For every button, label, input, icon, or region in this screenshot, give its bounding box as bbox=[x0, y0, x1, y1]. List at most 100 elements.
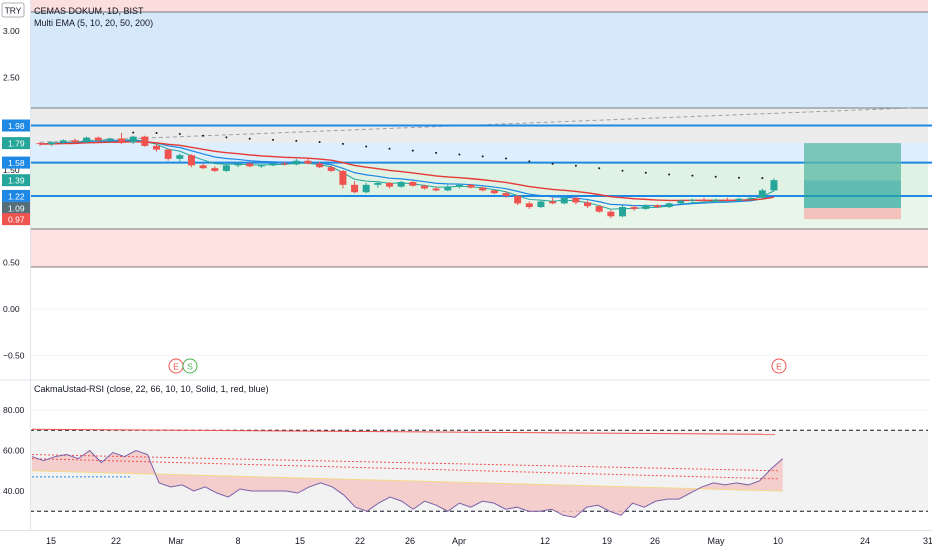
time-axis[interactable]: 15 22 Mar 8 15 22 26 Apr 12 19 26 May 10 24 31 bbox=[46, 536, 932, 546]
candle-body[interactable] bbox=[455, 184, 463, 187]
ema-50-dot bbox=[574, 164, 577, 167]
candle-body[interactable] bbox=[584, 202, 592, 207]
candle-body[interactable] bbox=[118, 138, 126, 143]
ema-legend[interactable]: Multi EMA (5, 10, 20, 50, 200) bbox=[34, 18, 153, 28]
candle-body[interactable] bbox=[432, 188, 440, 191]
candle-body[interactable] bbox=[129, 136, 137, 143]
candle-body[interactable] bbox=[688, 199, 696, 201]
candle-body[interactable] bbox=[397, 182, 405, 187]
candle-body[interactable] bbox=[549, 201, 557, 204]
candle-body[interactable] bbox=[537, 201, 545, 208]
candle-body[interactable] bbox=[525, 203, 533, 208]
price-badge-label: 1.79 bbox=[8, 139, 25, 149]
price-badge-label: 0.97 bbox=[8, 215, 25, 225]
candle-body[interactable] bbox=[374, 182, 382, 185]
candle-body[interactable] bbox=[723, 199, 731, 201]
candle-body[interactable] bbox=[619, 207, 626, 217]
event-marker-icon[interactable] bbox=[771, 358, 787, 374]
candle-body[interactable] bbox=[362, 184, 370, 193]
candle-body[interactable] bbox=[665, 203, 673, 208]
rsi-tick-label: 60.00 bbox=[3, 446, 25, 456]
candle-body[interactable] bbox=[420, 185, 428, 189]
candle-body[interactable] bbox=[48, 142, 56, 145]
price-tick-label: 0.50 bbox=[3, 258, 20, 268]
rsi-axis[interactable]: 80.00 60.00 40.00 bbox=[3, 405, 25, 496]
candle-body[interactable] bbox=[83, 137, 91, 143]
candle-body[interactable] bbox=[316, 163, 324, 168]
horizontal-levels bbox=[30, 124, 932, 197]
candle-body[interactable] bbox=[304, 160, 312, 164]
time-tick-label: 26 bbox=[650, 536, 660, 546]
candle-body[interactable] bbox=[607, 211, 615, 217]
candle-body[interactable] bbox=[257, 165, 265, 167]
candle-body[interactable] bbox=[234, 163, 242, 166]
candle-body[interactable] bbox=[595, 206, 603, 212]
rsi-line[interactable] bbox=[31, 449, 784, 518]
candle-body[interactable] bbox=[211, 168, 219, 171]
candle-body[interactable] bbox=[560, 197, 568, 204]
candle-body[interactable] bbox=[269, 163, 277, 166]
candle-body[interactable] bbox=[106, 138, 114, 141]
candle-body[interactable] bbox=[490, 190, 498, 194]
rsi-tick-label: 80.00 bbox=[3, 405, 25, 415]
candle-body[interactable] bbox=[246, 163, 254, 167]
candle-body[interactable] bbox=[735, 198, 743, 201]
price-badge-label: 1.09 bbox=[8, 203, 25, 213]
candle-body[interactable] bbox=[712, 199, 720, 201]
candle-body[interactable] bbox=[747, 197, 755, 199]
candle-body[interactable] bbox=[479, 187, 487, 191]
candle-body[interactable] bbox=[467, 184, 475, 188]
candle-body[interactable] bbox=[281, 163, 289, 165]
ema-50-dot bbox=[225, 136, 228, 139]
symbol-title[interactable]: CEMAS DOKUM, 1D, BIST bbox=[34, 6, 144, 16]
candle-body[interactable] bbox=[642, 205, 650, 209]
candle-body[interactable] bbox=[514, 195, 522, 204]
candle-body[interactable] bbox=[141, 136, 149, 146]
rsi-legend[interactable]: CakmaUstad-RSI (close, 22, 66, 10, 10, S… bbox=[34, 384, 269, 394]
candle-body[interactable] bbox=[71, 140, 79, 143]
candle-body[interactable] bbox=[572, 197, 580, 203]
candle-body[interactable] bbox=[36, 143, 44, 145]
candles[interactable] bbox=[36, 132, 778, 219]
rsi-panel[interactable] bbox=[30, 428, 928, 518]
position-target-fill[interactable] bbox=[804, 180, 901, 208]
candle-body[interactable] bbox=[199, 165, 207, 169]
position-stop-zone[interactable] bbox=[804, 207, 901, 220]
candle-body[interactable] bbox=[176, 155, 184, 159]
candle-body[interactable] bbox=[187, 155, 195, 166]
candle-body[interactable] bbox=[700, 199, 708, 201]
candle-body[interactable] bbox=[386, 182, 393, 187]
candle-body[interactable] bbox=[770, 180, 778, 191]
ema-50-dot bbox=[248, 137, 251, 140]
candle-body[interactable] bbox=[677, 200, 685, 204]
candle-body[interactable] bbox=[444, 186, 452, 191]
event-marker-icon[interactable] bbox=[182, 358, 198, 374]
currency-badge[interactable] bbox=[1, 2, 25, 18]
candle-body[interactable] bbox=[653, 205, 661, 208]
ema-50-dot bbox=[132, 131, 135, 134]
candle-body[interactable] bbox=[339, 170, 347, 185]
candle-body[interactable] bbox=[351, 184, 359, 193]
currency-label: TRY bbox=[5, 6, 22, 16]
price-badge-label: 1.22 bbox=[8, 191, 25, 201]
position-tool[interactable] bbox=[804, 143, 901, 220]
candle-body[interactable] bbox=[758, 190, 766, 198]
candle-body[interactable] bbox=[222, 165, 230, 171]
candle-body[interactable] bbox=[502, 193, 510, 196]
time-tick-label: 22 bbox=[355, 536, 365, 546]
candle-body[interactable] bbox=[630, 207, 638, 209]
candle-body[interactable] bbox=[153, 145, 160, 150]
price-tick-label: 2.50 bbox=[3, 72, 20, 82]
candle-body[interactable] bbox=[164, 149, 172, 159]
candle-body[interactable] bbox=[59, 140, 67, 143]
candle-body[interactable] bbox=[327, 167, 335, 171]
position-target-zone[interactable] bbox=[804, 143, 901, 181]
candle-body[interactable] bbox=[409, 182, 417, 186]
rsi-signal-line bbox=[31, 470, 783, 492]
candle-body[interactable] bbox=[292, 160, 300, 165]
candle-body[interactable] bbox=[94, 137, 102, 141]
rsi-trend-top bbox=[31, 428, 776, 435]
price-tick-label: −0.50 bbox=[3, 350, 25, 360]
